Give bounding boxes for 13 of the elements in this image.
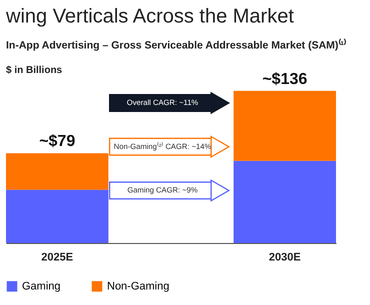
chart-subtitle: In-App Advertising – Gross Serviceable Addressable Market (SAM)⁽¹⁾ xyxy=(6,38,346,52)
annotation: ~$79 xyxy=(39,133,76,150)
bar xyxy=(234,90,336,161)
x-tick-label: 2030E xyxy=(268,252,301,264)
legend-label: Non-Gaming xyxy=(107,280,170,292)
bar xyxy=(6,190,108,243)
bar xyxy=(6,153,108,190)
annotation: ~$136 xyxy=(262,70,308,88)
legend-label: Gaming xyxy=(22,280,61,292)
bar xyxy=(234,160,336,243)
y-axis-title: $ in Billions xyxy=(6,65,63,76)
chart-title: wing Verticals Across the Market xyxy=(5,6,294,28)
x-tick-label: 2025E xyxy=(41,252,74,264)
